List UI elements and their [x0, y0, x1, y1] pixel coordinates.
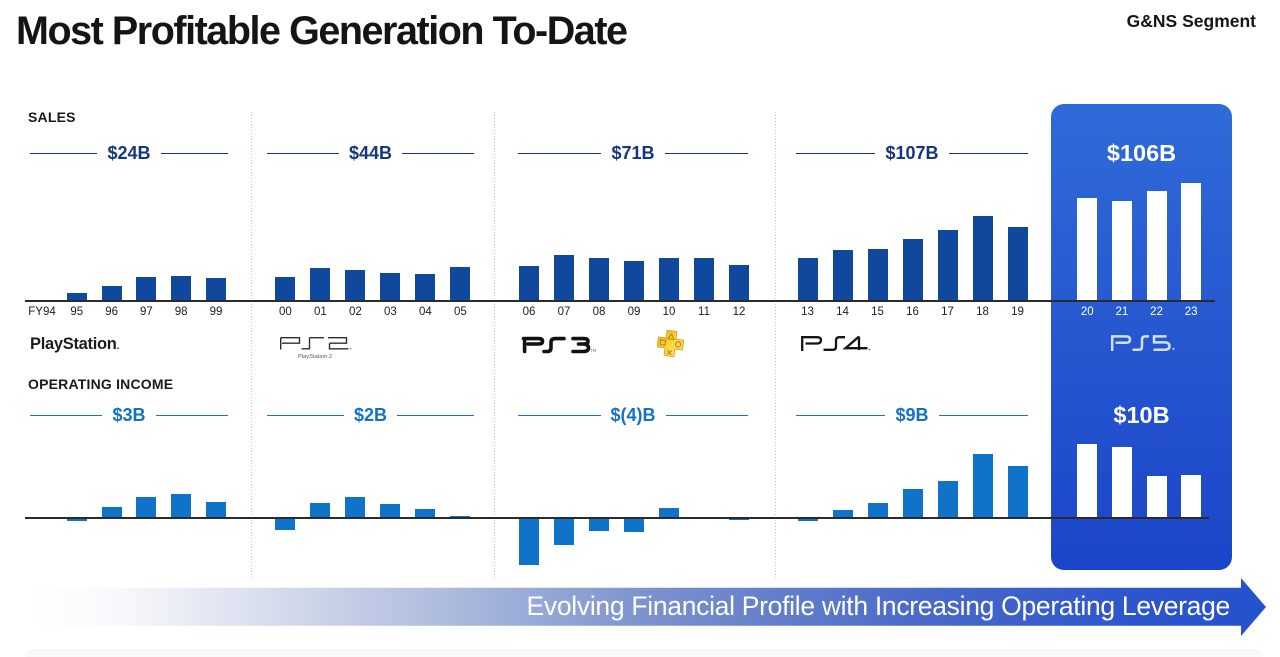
- svg-text:PlayStation.2: PlayStation.2: [298, 353, 332, 360]
